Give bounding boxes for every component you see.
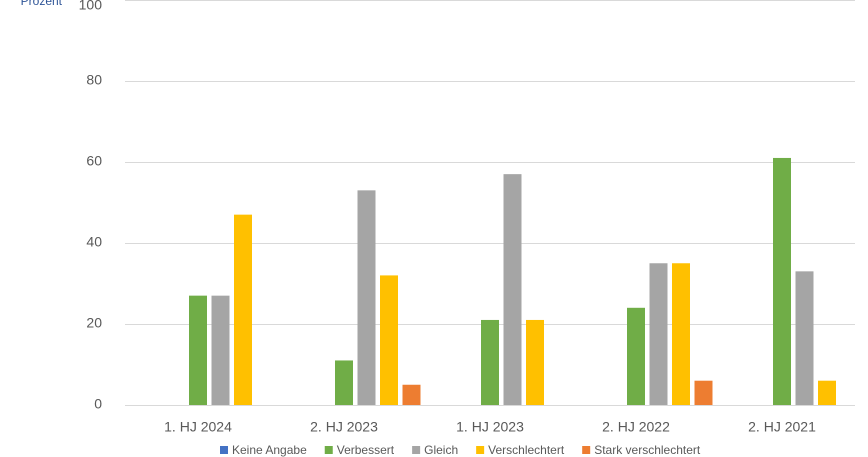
bar — [380, 275, 398, 405]
y-tick-label: 80 — [86, 72, 102, 88]
legend-label: Gleich — [424, 443, 458, 457]
bar — [773, 157, 791, 405]
bar — [189, 295, 207, 405]
x-tick-label: 2. HJ 2021 — [748, 419, 816, 435]
bar — [649, 263, 668, 405]
legend-label: Verbessert — [337, 443, 395, 457]
bar — [357, 190, 376, 405]
bar — [481, 319, 499, 405]
x-tick-label: 1. HJ 2023 — [456, 419, 524, 435]
legend-swatch — [476, 446, 485, 454]
legend-swatch — [220, 446, 228, 454]
legend-label: Stark verschlechtert — [594, 443, 701, 457]
legend-swatch — [412, 446, 421, 454]
y-tick-label: 0 — [94, 396, 102, 412]
x-tick-label: 2. HJ 2023 — [310, 419, 378, 435]
bar — [335, 360, 353, 405]
bar — [526, 319, 544, 405]
legend-label: Verschlechtert — [488, 443, 565, 457]
bar — [818, 380, 836, 405]
legend-swatch — [582, 446, 591, 454]
y-tick-label: 20 — [86, 315, 102, 331]
y-axis-label: Prozent — [21, 0, 63, 8]
legend-swatch — [324, 446, 333, 454]
x-tick-label: 1. HJ 2024 — [164, 419, 232, 435]
bar — [627, 307, 645, 405]
bar — [503, 174, 522, 405]
y-tick-label: 40 — [86, 234, 102, 250]
bar — [211, 295, 230, 405]
bar — [672, 263, 690, 405]
y-tick-label: 60 — [86, 153, 102, 169]
bar — [795, 271, 814, 405]
x-tick-label: 2. HJ 2022 — [602, 419, 670, 435]
bar — [402, 384, 421, 405]
y-tick-label: 100 — [79, 0, 103, 13]
bar — [234, 214, 252, 405]
bar — [694, 380, 713, 405]
legend-label: Keine Angabe — [232, 443, 307, 457]
